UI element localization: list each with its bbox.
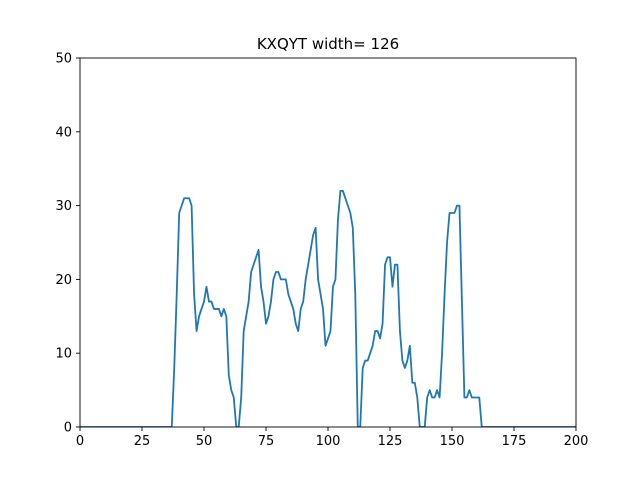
plot-area (80, 189, 576, 427)
y-tick-label: 20 (55, 273, 72, 288)
x-tick-label: 75 (258, 434, 275, 449)
axes: 0 25 50 75 100 125 150 175 200 0 10 20 30 40 50 (55, 52, 588, 450)
x-tick-label: 175 (502, 434, 527, 449)
x-tick-label: 200 (564, 434, 589, 449)
series-line (80, 189, 576, 427)
y-tick-label: 50 (55, 52, 72, 67)
x-tick-label: 25 (134, 434, 151, 449)
chart-title: KXQYT width= 126 (257, 35, 399, 53)
x-tick-label: 150 (440, 434, 465, 449)
y-tick-label: 0 (64, 421, 72, 436)
y-tick-label: 10 (55, 347, 72, 362)
x-tick-label: 50 (196, 434, 213, 449)
x-tick-label: 0 (76, 434, 84, 449)
y-tick-label: 40 (55, 125, 72, 140)
x-tick-label: 100 (316, 434, 341, 449)
y-tick-label: 30 (55, 199, 72, 214)
x-tick-label: 125 (378, 434, 403, 449)
